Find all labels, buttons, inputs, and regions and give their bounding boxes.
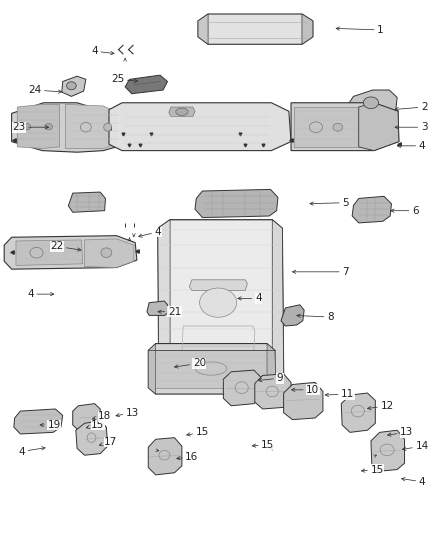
Text: 4: 4 [18, 447, 45, 456]
Polygon shape [359, 103, 399, 151]
Polygon shape [76, 421, 108, 455]
Polygon shape [17, 104, 60, 149]
Ellipse shape [45, 124, 53, 130]
Text: 4: 4 [238, 293, 261, 303]
Polygon shape [73, 403, 100, 430]
Text: 14: 14 [403, 441, 429, 451]
Polygon shape [294, 107, 359, 147]
Polygon shape [352, 196, 392, 223]
Polygon shape [198, 14, 208, 44]
Polygon shape [198, 14, 313, 44]
Text: 13: 13 [388, 427, 413, 438]
Text: 18: 18 [92, 411, 111, 422]
Polygon shape [302, 14, 313, 44]
Text: 23: 23 [12, 122, 49, 132]
Polygon shape [65, 104, 120, 149]
Ellipse shape [200, 288, 237, 317]
Ellipse shape [333, 123, 343, 131]
Text: 4: 4 [27, 289, 54, 299]
Text: 15: 15 [187, 427, 209, 438]
Text: 11: 11 [325, 389, 354, 399]
Text: 12: 12 [367, 401, 394, 411]
Text: 4: 4 [402, 477, 425, 487]
Polygon shape [148, 351, 275, 387]
Text: 20: 20 [175, 358, 206, 368]
Polygon shape [148, 438, 182, 475]
Polygon shape [12, 103, 122, 152]
Polygon shape [4, 236, 137, 269]
Polygon shape [14, 409, 63, 434]
Text: 8: 8 [297, 312, 334, 322]
Polygon shape [281, 305, 304, 326]
Text: 13: 13 [116, 408, 139, 418]
Text: 15: 15 [252, 440, 275, 450]
Text: 25: 25 [111, 75, 138, 84]
Polygon shape [68, 192, 106, 212]
Ellipse shape [363, 97, 378, 109]
Ellipse shape [67, 82, 76, 90]
Text: 6: 6 [391, 206, 419, 216]
Polygon shape [346, 90, 397, 117]
Ellipse shape [176, 108, 188, 116]
Polygon shape [158, 220, 170, 384]
Ellipse shape [23, 124, 31, 130]
Polygon shape [85, 239, 134, 268]
Text: 10: 10 [292, 385, 319, 395]
Polygon shape [169, 107, 195, 117]
Text: 19: 19 [40, 420, 60, 430]
Polygon shape [62, 76, 86, 96]
Polygon shape [189, 280, 247, 290]
Polygon shape [371, 430, 405, 471]
Polygon shape [255, 374, 291, 409]
Text: 15: 15 [361, 465, 384, 474]
Text: 24: 24 [28, 85, 62, 95]
Ellipse shape [104, 123, 112, 131]
Text: 22: 22 [50, 241, 81, 251]
Text: 4: 4 [397, 141, 425, 151]
Polygon shape [291, 103, 399, 151]
Polygon shape [109, 103, 291, 151]
Polygon shape [284, 382, 323, 419]
Polygon shape [195, 189, 278, 217]
Text: 17: 17 [99, 437, 117, 447]
Text: 7: 7 [293, 267, 349, 277]
Text: 1: 1 [336, 25, 384, 35]
Ellipse shape [101, 248, 112, 257]
Text: 5: 5 [310, 198, 349, 208]
Polygon shape [158, 220, 284, 384]
Polygon shape [223, 370, 262, 406]
Text: 2: 2 [395, 102, 427, 112]
Text: 21: 21 [158, 306, 181, 317]
Text: 4: 4 [91, 46, 114, 56]
Polygon shape [148, 344, 155, 394]
Polygon shape [267, 344, 276, 394]
Polygon shape [148, 344, 276, 394]
Polygon shape [341, 393, 375, 432]
Text: 4: 4 [139, 227, 161, 237]
Polygon shape [147, 301, 167, 316]
Polygon shape [272, 220, 284, 384]
Text: 15: 15 [86, 420, 104, 430]
Text: 16: 16 [177, 452, 198, 462]
Text: 3: 3 [395, 122, 427, 132]
Polygon shape [125, 75, 167, 94]
Text: 9: 9 [258, 373, 283, 383]
Polygon shape [16, 240, 83, 265]
